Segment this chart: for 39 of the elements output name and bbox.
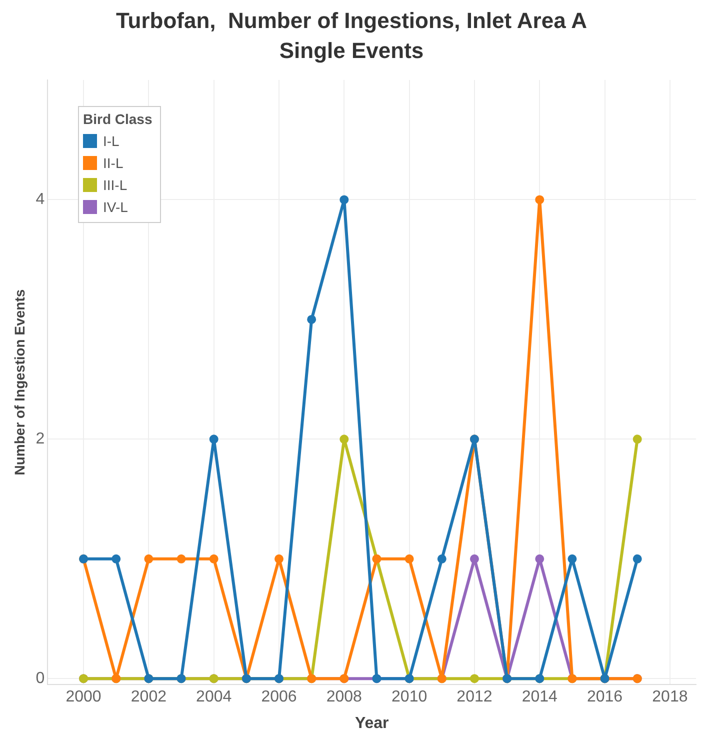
point [535, 554, 544, 564]
chart-title: Turbofan, Number of Ingestions, Inlet Area A Single Events [115, 7, 588, 65]
point [632, 554, 642, 564]
legend-label: I-L [103, 133, 120, 149]
point [209, 554, 218, 564]
legend-label: II-L [103, 155, 124, 171]
point [340, 434, 349, 444]
point [112, 554, 121, 564]
x-tick-label: 2002 [130, 688, 167, 706]
x-tick-label: 2018 [652, 688, 688, 706]
x-tick-label: 2000 [66, 688, 102, 706]
point [274, 554, 284, 564]
point [209, 434, 218, 444]
point [568, 554, 577, 564]
x-tick-label: 2014 [522, 688, 558, 706]
legend-label: IV-L [103, 199, 128, 215]
y-tick-label: 0 [36, 670, 45, 688]
legend-label: III-L [103, 177, 128, 193]
x-tick-label: 2012 [456, 688, 492, 706]
x-tick-label: 2008 [326, 688, 362, 706]
x-axis-title: Year [354, 714, 389, 732]
y-tick-label: 2 [36, 430, 45, 448]
legend-title: Bird Class [83, 111, 152, 127]
x-tick-label: 2016 [586, 688, 623, 706]
point [176, 554, 186, 564]
point [144, 554, 154, 564]
point [404, 554, 414, 564]
y-axis-title: Number of Ingestion Events [11, 289, 28, 476]
point [535, 195, 544, 204]
x-tick-label: 2006 [261, 688, 297, 706]
x-tick-label: 2010 [392, 688, 428, 706]
point [437, 554, 446, 564]
y-tick-label: 4 [36, 191, 45, 208]
point [340, 195, 349, 204]
point [307, 314, 316, 324]
point [632, 434, 642, 444]
x-tick-label: 2004 [196, 688, 232, 706]
point [470, 554, 479, 564]
point [470, 674, 479, 684]
